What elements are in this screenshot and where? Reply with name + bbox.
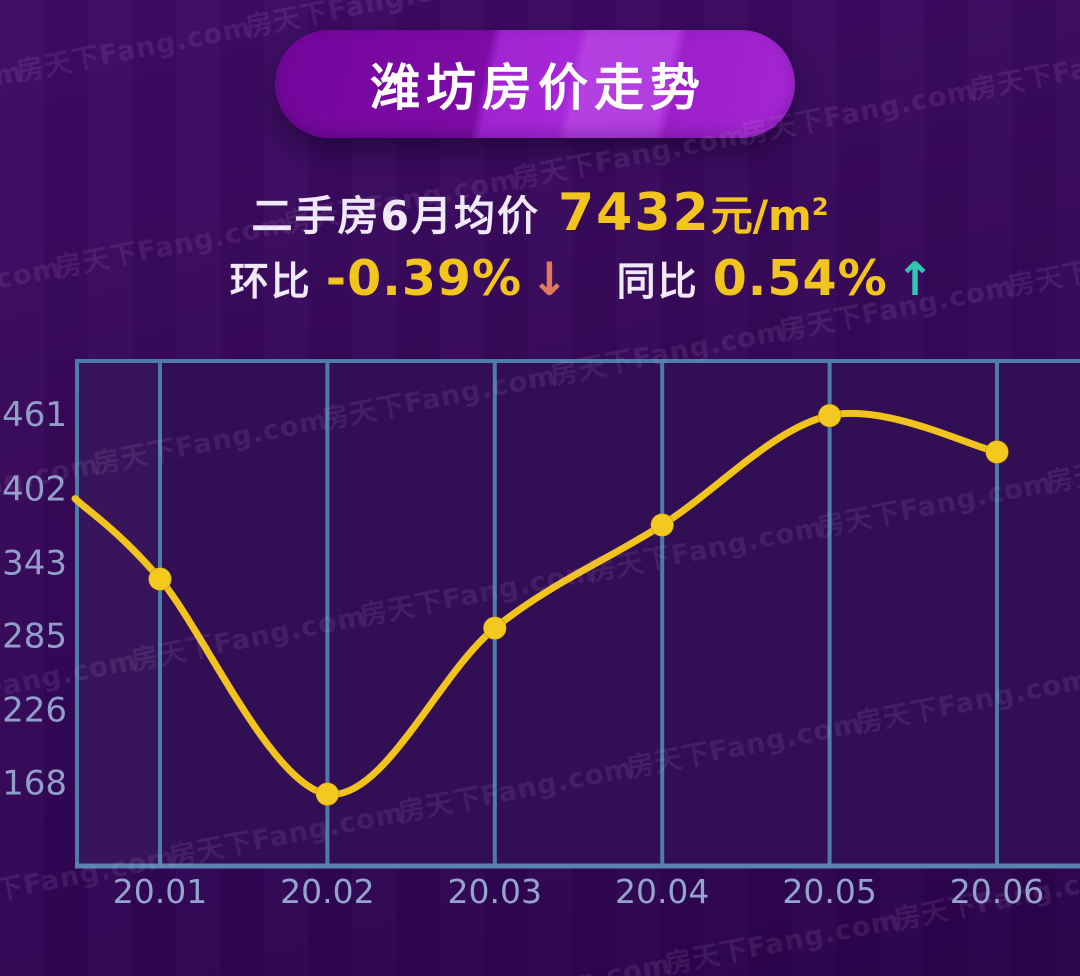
price-change-summary: 环比 -0.39% ↓ 同比 0.54% ↑ (42, 250, 1080, 307)
x-axis-tick-label: 20.06 (950, 872, 1044, 911)
x-axis-tick-label: 20.05 (782, 872, 876, 911)
y-axis-tick-label: 7226 (0, 691, 67, 731)
page-title: 潍坊房价走势 (370, 59, 706, 117)
down-arrow-icon: ↓ (530, 252, 569, 306)
up-arrow-icon: ↑ (895, 252, 935, 306)
y-axis-tick-label: 7168 (0, 764, 67, 804)
x-axis-tick-label: 20.03 (448, 872, 542, 911)
y-axis-tick-label: 7285 (0, 616, 67, 656)
data-point (650, 513, 675, 537)
data-point (985, 440, 1009, 464)
avg-price-value: 7432 (557, 183, 711, 243)
x-axis-tick-label: 20.04 (615, 872, 709, 911)
y-axis-tick-label: 7343 (0, 543, 67, 583)
y-axis-tick-label: 7402 (0, 469, 67, 509)
data-point (148, 567, 172, 591)
yoy-value: 0.54% (712, 250, 888, 307)
average-price-summary: 二手房6月均价 7432 元/m2 (0, 182, 1080, 243)
x-axis-tick-label: 20.01 (113, 872, 207, 911)
data-point (817, 403, 842, 428)
unit-text: 元/m (710, 191, 812, 240)
avg-price-label: 二手房6月均价 (251, 192, 540, 240)
data-point (482, 616, 507, 641)
avg-price-unit: 元/m2 (711, 182, 829, 243)
x-axis-tick-label: 20.02 (280, 872, 374, 911)
data-point (315, 782, 340, 807)
yoy-label: 同比 (616, 260, 699, 305)
mom-label: 环比 (229, 260, 312, 305)
mom-value: -0.39% (325, 250, 523, 307)
plot-first-column (75, 359, 160, 867)
y-axis-tick-label: 7461 (0, 395, 67, 435)
plot-area (75, 359, 1080, 867)
title-badge: 潍坊房价走势 (275, 30, 795, 138)
squared-superscript: 2 (811, 193, 829, 221)
